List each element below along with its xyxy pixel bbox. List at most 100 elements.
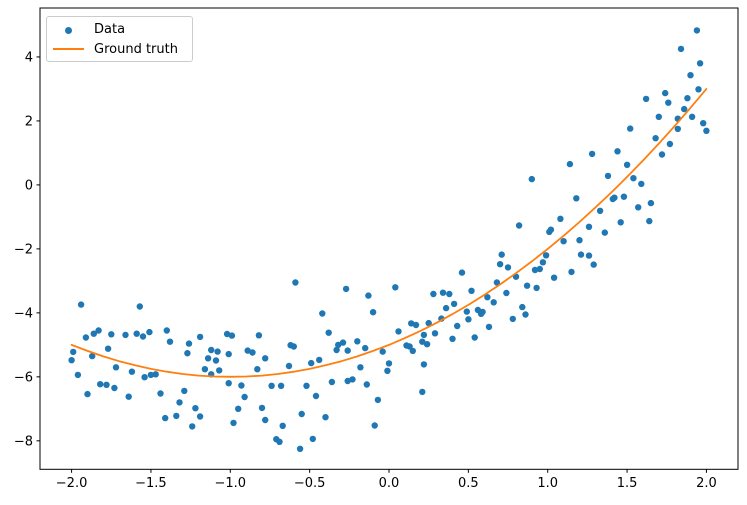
data-point: [112, 364, 120, 371]
data-point: [515, 222, 523, 229]
ground-truth-line: [70, 88, 708, 378]
data-point: [371, 422, 378, 429]
data-point: [95, 327, 102, 334]
data-point: [498, 251, 505, 258]
data-point: [77, 301, 85, 308]
x-tick-label: 1.5: [617, 476, 638, 491]
legend-label-ground-truth: Ground truth: [94, 42, 178, 57]
data-point: [635, 204, 642, 211]
x-tick-label: 0.5: [458, 476, 479, 491]
y-tick-label: 2: [25, 114, 33, 129]
data-point: [395, 328, 402, 335]
data-point: [89, 352, 96, 360]
data-point: [196, 333, 204, 341]
data-point: [519, 303, 526, 311]
data-point: [662, 89, 669, 97]
data-point: [104, 345, 112, 352]
data-point: [522, 311, 529, 318]
data-point: [408, 320, 415, 327]
legend: Data Ground truth: [46, 16, 193, 62]
data-point: [590, 261, 597, 268]
data-point: [162, 414, 169, 422]
x-tick-label: −0.5: [294, 476, 326, 491]
data-point: [420, 361, 428, 368]
data-point: [147, 371, 155, 379]
data-point: [173, 412, 180, 420]
data-point: [577, 251, 585, 258]
data-point: [344, 347, 351, 354]
data-point: [333, 346, 340, 354]
data-point: [630, 175, 637, 182]
data-point: [566, 160, 574, 168]
data-point: [208, 346, 215, 354]
data-point: [484, 294, 491, 301]
data-point: [560, 238, 567, 245]
data-point: [344, 377, 351, 385]
data-point: [152, 371, 159, 378]
plot-border: [39, 7, 739, 470]
data-point: [216, 367, 223, 374]
data-point: [325, 329, 332, 336]
data-point: [531, 266, 539, 274]
data-point: [688, 113, 696, 121]
data-point: [354, 338, 361, 345]
data-point: [339, 339, 347, 346]
data-point: [528, 175, 535, 183]
data-point: [262, 416, 269, 424]
data-point: [509, 315, 516, 323]
data-point: [146, 328, 153, 336]
data-point: [241, 393, 248, 401]
data-point: [496, 261, 504, 268]
data-point: [230, 419, 237, 427]
data-point: [442, 304, 450, 312]
data-point: [68, 357, 75, 364]
data-point: [623, 161, 631, 168]
data-point: [652, 135, 659, 142]
data-point: [638, 180, 645, 188]
data-point: [384, 367, 391, 374]
y-tick-label: −6: [14, 370, 33, 385]
data-point: [485, 323, 493, 331]
y-tick-label: −8: [14, 434, 33, 449]
data-point: [665, 99, 672, 106]
data-point: [111, 384, 118, 392]
data-point: [74, 371, 82, 379]
data-point: [695, 86, 702, 93]
data-point: [696, 60, 704, 67]
data-point: [277, 382, 285, 389]
data-point: [585, 223, 593, 230]
data-point: [419, 338, 426, 345]
data-point: [176, 399, 183, 406]
data-point: [136, 303, 143, 310]
legend-label-data: Data: [94, 22, 126, 37]
data-point: [703, 127, 710, 134]
data-point: [409, 347, 416, 355]
legend-data-marker-icon: [65, 27, 72, 34]
data-point: [430, 290, 437, 298]
data-point: [647, 199, 655, 207]
data-point: [420, 331, 428, 339]
data-point: [296, 445, 304, 452]
y-tick-label: 0: [25, 178, 33, 193]
data-point: [285, 362, 293, 370]
data-point: [446, 290, 453, 298]
data-point: [655, 113, 662, 121]
data-point: [503, 289, 510, 297]
x-tick-label: 1.0: [537, 476, 558, 491]
data-point: [419, 388, 426, 396]
data-point: [627, 125, 634, 132]
data-point: [225, 380, 232, 387]
data-point: [90, 330, 98, 337]
data-point: [423, 341, 431, 348]
data-point: [212, 357, 220, 364]
y-tick-label: −2: [14, 242, 33, 257]
data-point: [166, 338, 174, 345]
data-point: [249, 349, 256, 356]
data-point: [536, 265, 543, 273]
data-point: [268, 382, 275, 389]
data-point: [258, 404, 266, 412]
data-point: [201, 366, 209, 373]
data-point: [568, 268, 575, 276]
data-point: [262, 355, 269, 362]
